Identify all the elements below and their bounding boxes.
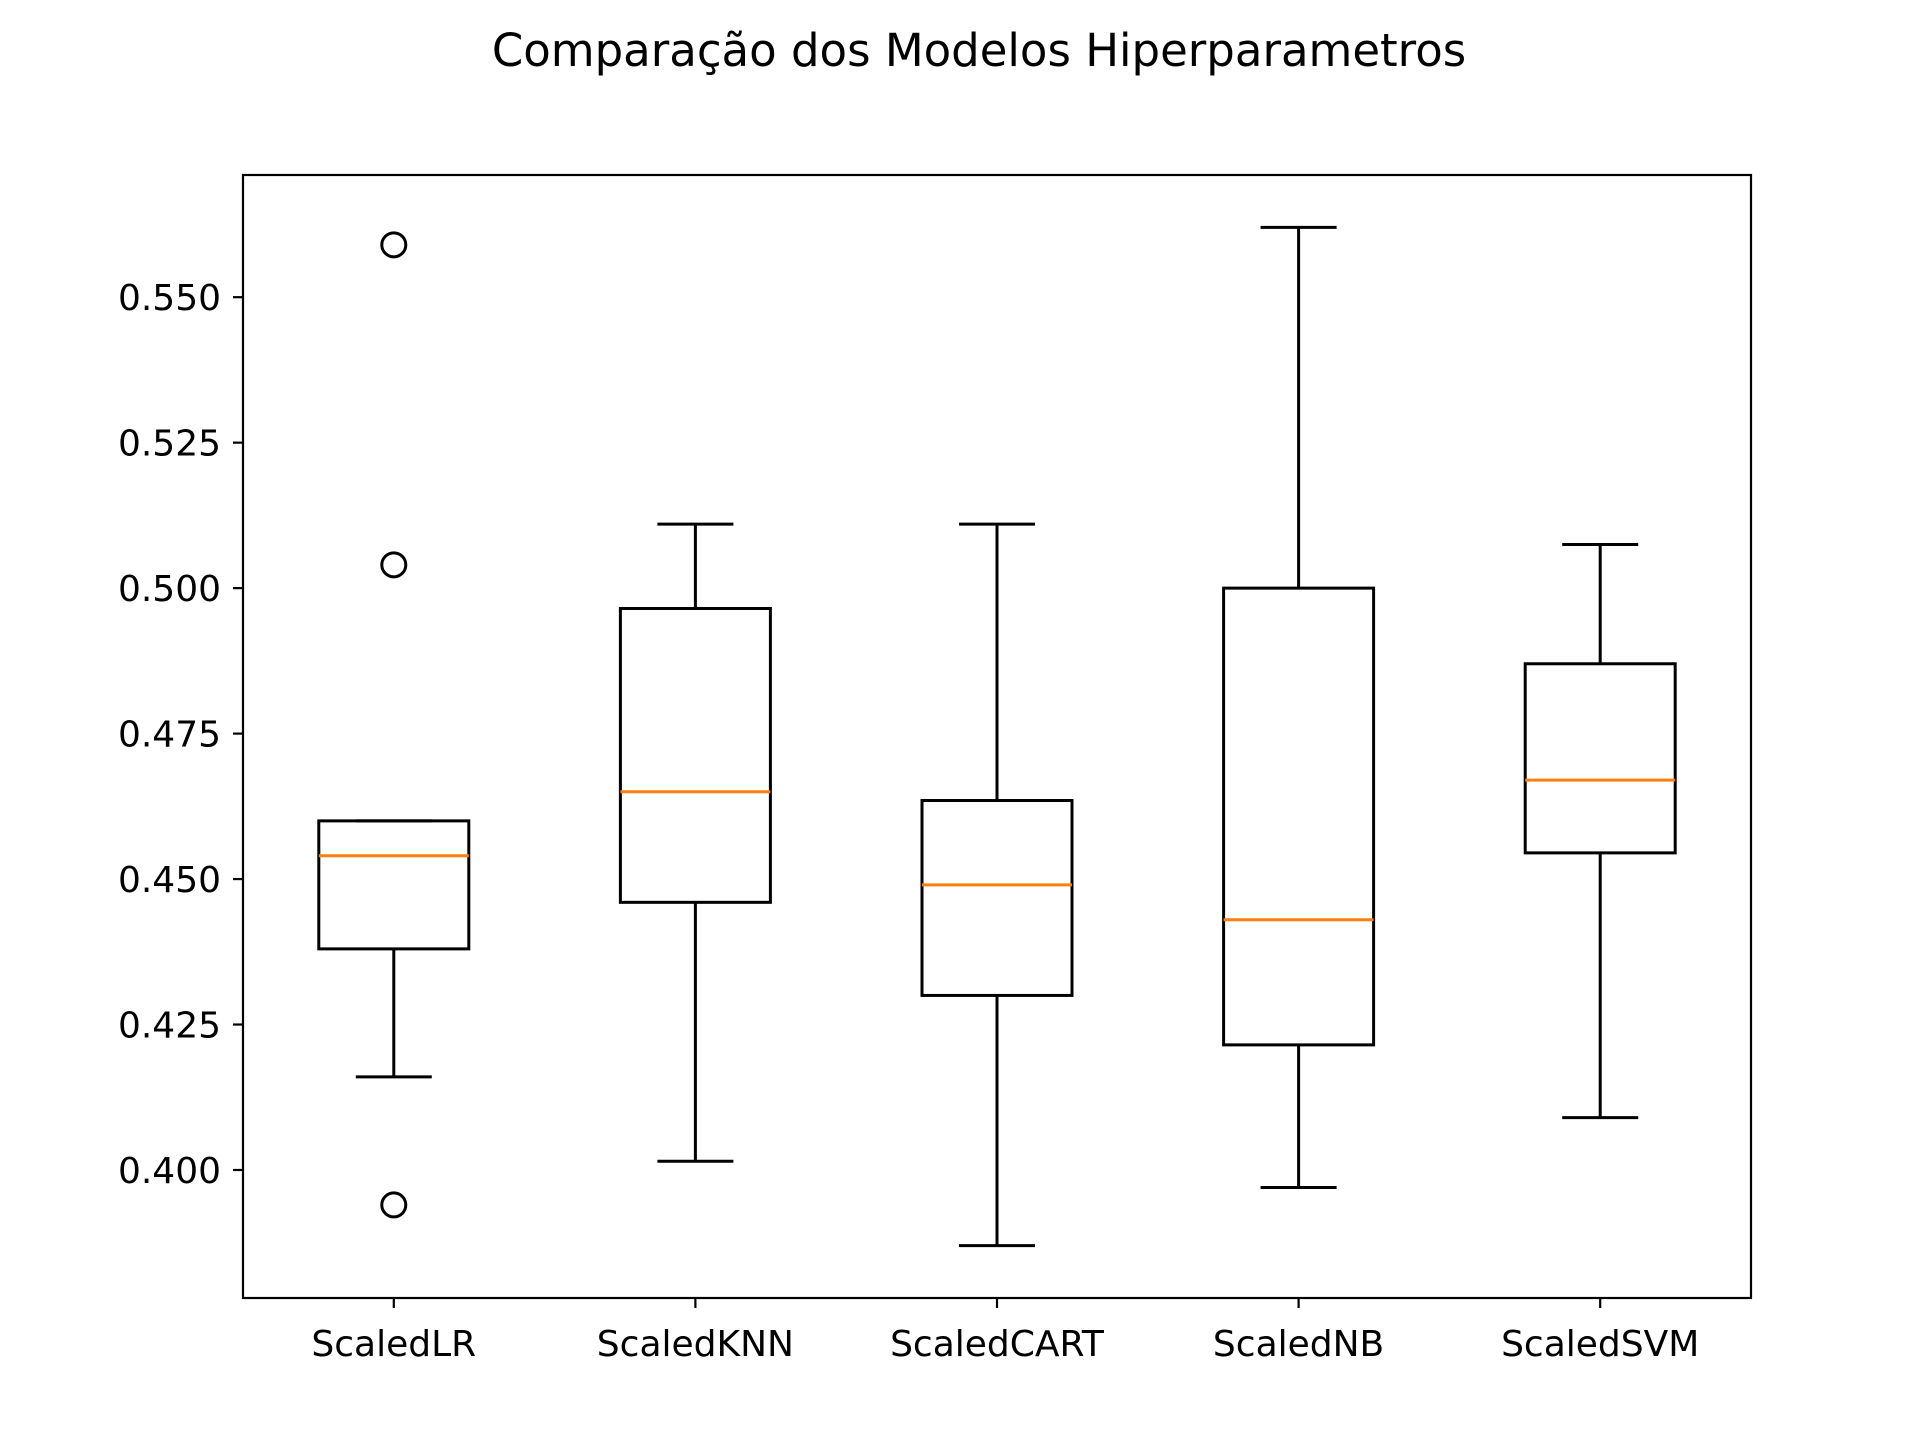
y-axis: 0.400 0.425 0.450 0.475 0.500 0.525 0.550	[118, 278, 243, 1192]
box-group	[1523, 542, 1677, 1120]
y-tick-label: 0.400	[118, 1151, 221, 1192]
outlier-point	[380, 1191, 408, 1219]
box-iqr	[317, 819, 471, 951]
y-tick-label: 0.525	[118, 424, 221, 465]
outlier-point	[380, 231, 408, 259]
chart-title: Comparação dos Modelos Hiperparametros	[492, 24, 1466, 77]
box-iqr	[618, 606, 772, 904]
x-tick-label: ScaledNB	[1213, 1324, 1384, 1365]
y-tick-label: 0.550	[118, 278, 221, 319]
x-tick-label: ScaledSVM	[1501, 1324, 1699, 1365]
y-tick-label: 0.425	[118, 1006, 221, 1047]
box-group	[1222, 225, 1376, 1189]
box-group	[317, 231, 471, 1219]
outlier-point	[380, 551, 408, 579]
box-iqr	[1523, 662, 1677, 855]
box-iqr	[920, 799, 1074, 997]
y-tick-label: 0.475	[118, 715, 221, 756]
x-tick-label: ScaledLR	[311, 1324, 476, 1365]
x-tick-label: ScaledCART	[890, 1324, 1105, 1365]
y-tick-label: 0.450	[118, 860, 221, 901]
y-tick-label: 0.500	[118, 569, 221, 610]
box-group	[618, 522, 772, 1163]
x-axis: ScaledLR ScaledKNN ScaledCART ScaledNB Scale…	[311, 1298, 1699, 1365]
plot-area	[317, 225, 1677, 1248]
box-iqr	[1222, 586, 1376, 1047]
x-tick-label: ScaledKNN	[597, 1324, 794, 1365]
box-group	[920, 522, 1074, 1248]
